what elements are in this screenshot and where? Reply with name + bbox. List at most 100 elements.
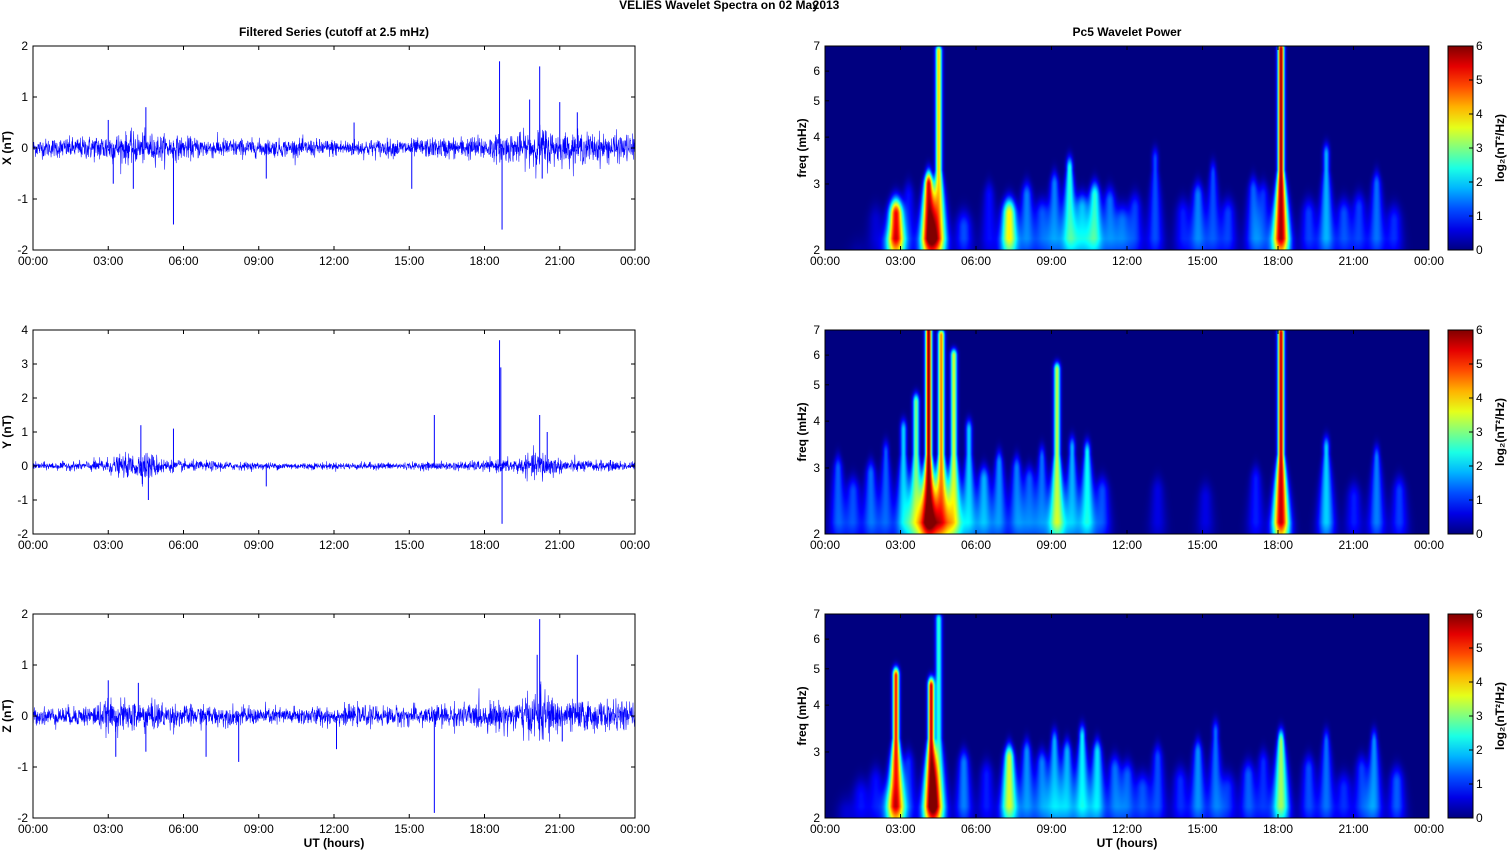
line-panel-3-xtick-label: 15:00 bbox=[394, 822, 424, 836]
line-panel-2-ytick-label: 0 bbox=[21, 459, 28, 473]
line-panel-2-ytick-label: 1 bbox=[21, 425, 28, 439]
line-panel-2-plot-area bbox=[33, 330, 635, 534]
line-panel-1-ytick-label: -1 bbox=[17, 192, 28, 206]
line-panel-3-xtick-label: 06:00 bbox=[168, 822, 198, 836]
heatmap-panel-2-xtick-label: 00:00 bbox=[1414, 538, 1444, 552]
heatmap-panel-1-xtick-label: 00:00 bbox=[810, 254, 840, 268]
line-panel-2-xtick-label: 21:00 bbox=[545, 538, 575, 552]
heatmap-panel-3-colorbar-tick-label: 6 bbox=[1476, 607, 1483, 621]
heatmap-panel-3-ytick-label: 4 bbox=[813, 698, 820, 712]
line-panel-2-xtick-label: 15:00 bbox=[394, 538, 424, 552]
heatmap-panel-2-colorbar-tick-label: 0 bbox=[1476, 527, 1483, 541]
line-panel-1-xtick-label: 15:00 bbox=[394, 254, 424, 268]
heatmap-panel-3-xtick-label: 18:00 bbox=[1263, 822, 1293, 836]
heatmap-panel-3-xtick-label: 00:00 bbox=[1414, 822, 1444, 836]
line-panel-1-xtick-label: 00:00 bbox=[620, 254, 650, 268]
line-panel-1-xtick-label: 12:00 bbox=[319, 254, 349, 268]
heatmap-panel-3-ytick-label: 5 bbox=[813, 662, 820, 676]
line-panel-3-xtick-label: 00:00 bbox=[620, 822, 650, 836]
heatmap-panel-1-colorbar-tick-label: 4 bbox=[1476, 107, 1483, 121]
heatmap-panel-2-ylabel: freq (mHz) bbox=[795, 402, 809, 461]
line-panel-2-ytick-label: 3 bbox=[21, 357, 28, 371]
line-panel-2-xtick-label: 03:00 bbox=[93, 538, 123, 552]
line-panel-3-ylabel: Z (nT) bbox=[0, 699, 14, 732]
line-panel-3-xtick-label: 03:00 bbox=[93, 822, 123, 836]
heatmap-panel-3-xtick-label: 15:00 bbox=[1187, 822, 1217, 836]
heatmap-panel-2-xtick-label: 15:00 bbox=[1187, 538, 1217, 552]
line-panel-2-ylabel: Y (nT) bbox=[0, 415, 14, 449]
heatmap-panel-3-ylabel: freq (mHz) bbox=[795, 686, 809, 745]
line-panel-3-xtick-label: 21:00 bbox=[545, 822, 575, 836]
heatmap-panel-1-colorbar-tick-label: 5 bbox=[1476, 73, 1483, 87]
heatmap-panel-1-xtick-label: 15:00 bbox=[1187, 254, 1217, 268]
line-panel-1-xtick-label: 09:00 bbox=[244, 254, 274, 268]
heatmap-panel-3-xtick-label: 09:00 bbox=[1036, 822, 1066, 836]
heatmap-panel-1-ytick-label: 6 bbox=[813, 64, 820, 78]
heatmap-panel-1-colorbar-tick-label: 6 bbox=[1476, 39, 1483, 53]
heatmap-panel-1-colorbar-tick-label: 1 bbox=[1476, 209, 1483, 223]
heatmap-panel-1-ytick-label: 3 bbox=[813, 177, 820, 191]
heatmap-panel-2-colorbar-tick-label: 5 bbox=[1476, 357, 1483, 371]
line-panel-3-xtick-label: 09:00 bbox=[244, 822, 274, 836]
heatmap-panel-2-ytick-label: 3 bbox=[813, 461, 820, 475]
line-panel-1-ytick-label: -2 bbox=[17, 243, 28, 257]
heatmap-panel-1-colorbar-tick-label: 2 bbox=[1476, 175, 1483, 189]
x-axis-label-right: UT (hours) bbox=[1097, 836, 1158, 850]
line-panel-1-xtick-label: 03:00 bbox=[93, 254, 123, 268]
line-panel-1-xtick-label: 18:00 bbox=[469, 254, 499, 268]
heatmap-panel-1-xtick-label: 12:00 bbox=[1112, 254, 1142, 268]
heatmap-panel-1-ytick-label: 7 bbox=[813, 39, 820, 53]
heatmap-panel-3-xtick-label: 12:00 bbox=[1112, 822, 1142, 836]
heatmap-panel-3-image bbox=[825, 614, 1429, 818]
heatmap-panel-1-xtick-label: 03:00 bbox=[885, 254, 915, 268]
heatmap-panel-1-xtick-label: 21:00 bbox=[1338, 254, 1368, 268]
heatmap-panel-3-colorbar-tick-label: 1 bbox=[1476, 777, 1483, 791]
heatmap-panel-3-colorbar-tick-label: 0 bbox=[1476, 811, 1483, 825]
line-panel-1-ylabel: X (nT) bbox=[0, 131, 14, 165]
line-panel-1-xtick-label: 21:00 bbox=[545, 254, 575, 268]
heatmap-panel-3-colorbar-tick-label: 5 bbox=[1476, 641, 1483, 655]
heatmap-panel-3-ytick-label: 6 bbox=[813, 632, 820, 646]
heatmap-panel-1-colorbar bbox=[1447, 45, 1474, 251]
line-panel-3-ytick-label: -2 bbox=[17, 811, 28, 825]
heatmap-panel-3-xtick-label: 03:00 bbox=[885, 822, 915, 836]
heatmap-panel-2-colorbar-tick-label: 1 bbox=[1476, 493, 1483, 507]
heatmap-panel-3-colorbar-label: log₂(nT²/Hz) bbox=[1493, 682, 1507, 750]
heatmap-panel-2-ytick-label: 6 bbox=[813, 348, 820, 362]
line-panel-2-xtick-label: 18:00 bbox=[469, 538, 499, 552]
heatmap-panel-3-ytick-label: 2 bbox=[813, 811, 820, 825]
heatmap-panel-2-colorbar-tick-label: 2 bbox=[1476, 459, 1483, 473]
left-column-title: Filtered Series (cutoff at 2.5 mHz) bbox=[239, 25, 429, 39]
heatmap-panel-1-ytick-label: 2 bbox=[813, 243, 820, 257]
heatmap-panel-3-ytick-label: 7 bbox=[813, 607, 820, 621]
heatmap-panel-2-ytick-label: 5 bbox=[813, 378, 820, 392]
line-panel-1-ytick-label: 1 bbox=[21, 90, 28, 104]
line-panel-1-xtick-label: 06:00 bbox=[168, 254, 198, 268]
line-panel-3-ytick-label: 0 bbox=[21, 709, 28, 723]
heatmap-panel-3-ytick-label: 3 bbox=[813, 745, 820, 759]
heatmap-panel-3-colorbar-tick-label: 2 bbox=[1476, 743, 1483, 757]
heatmap-panel-1-xtick-label: 06:00 bbox=[961, 254, 991, 268]
line-panel-3-ytick-label: 1 bbox=[21, 658, 28, 672]
line-panel-2-series bbox=[32, 445, 636, 487]
figure-title-year: 2013 bbox=[813, 0, 840, 12]
line-panel-2-xtick-label: 00:00 bbox=[620, 538, 650, 552]
heatmap-panel-1-xtick-label: 00:00 bbox=[1414, 254, 1444, 268]
line-panel-1-ytick-label: 0 bbox=[21, 141, 28, 155]
heatmap-panel-1-ytick-label: 4 bbox=[813, 130, 820, 144]
line-panel-3-xtick-label: 00:00 bbox=[18, 822, 48, 836]
heatmap-panel-3-xtick-label: 00:00 bbox=[810, 822, 840, 836]
line-panel-3-series bbox=[32, 681, 636, 742]
line-panel-3-ytick-label: -1 bbox=[17, 760, 28, 774]
heatmap-panel-3-xtick-label: 21:00 bbox=[1338, 822, 1368, 836]
line-panel-2-xtick-label: 09:00 bbox=[244, 538, 274, 552]
line-panel-3-xtick-label: 18:00 bbox=[469, 822, 499, 836]
line-panel-1-ytick-label: 2 bbox=[21, 39, 28, 53]
heatmap-panel-2-xtick-label: 18:00 bbox=[1263, 538, 1293, 552]
heatmap-panel-1-colorbar-label: log₂(nT²/Hz) bbox=[1493, 114, 1507, 182]
heatmap-panel-1-ytick-label: 5 bbox=[813, 94, 820, 108]
heatmap-panel-1-ylabel: freq (mHz) bbox=[795, 118, 809, 177]
line-panel-2-ytick-label: 4 bbox=[21, 323, 28, 337]
line-panel-2-xtick-label: 06:00 bbox=[168, 538, 198, 552]
